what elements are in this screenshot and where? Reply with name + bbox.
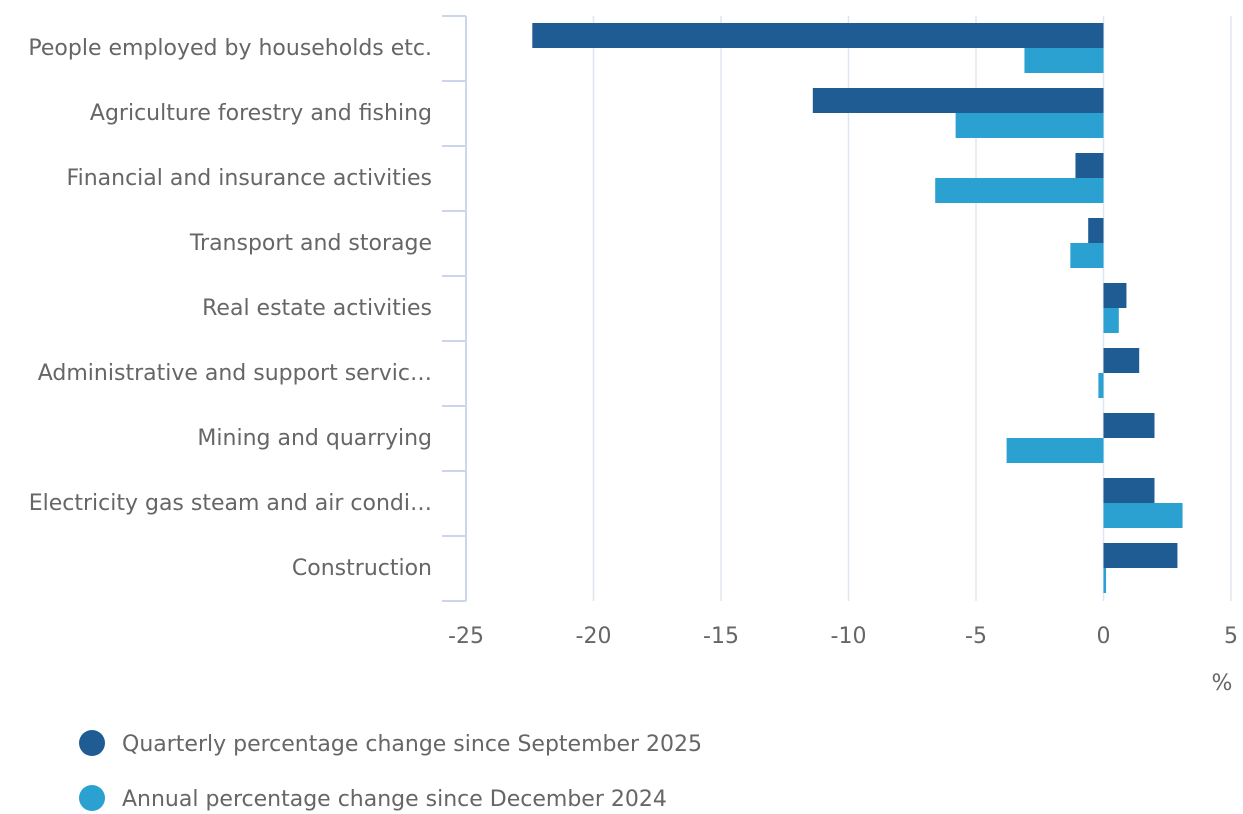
- legend-label: Annual percentage change since December …: [122, 787, 667, 812]
- y-tick-label: People employed by households etc.: [28, 36, 432, 61]
- y-tick-label: Administrative and support servic…: [37, 361, 432, 386]
- bar: [1075, 153, 1104, 178]
- bar: [1006, 438, 1104, 463]
- x-tick-label: 0: [1097, 624, 1111, 649]
- x-tick-label: -25: [448, 624, 484, 649]
- y-tick-label: Real estate activities: [202, 296, 432, 321]
- bar: [1024, 48, 1104, 73]
- legend-marker: [79, 730, 105, 756]
- x-axis-title: %: [1212, 671, 1233, 696]
- bar: [935, 178, 1104, 203]
- bar: [1103, 308, 1119, 333]
- x-tick-label: -5: [965, 624, 987, 649]
- bar: [1103, 503, 1183, 528]
- y-tick-label: Transport and storage: [189, 231, 432, 256]
- bar: [1103, 568, 1107, 593]
- bar: [1098, 373, 1104, 398]
- bar: [1070, 243, 1104, 268]
- y-tick-label: Agriculture forestry and fishing: [89, 101, 432, 126]
- bar: [1103, 478, 1155, 503]
- bar: [955, 113, 1104, 138]
- y-tick-label: Electricity gas steam and air condi…: [28, 491, 432, 516]
- bar: [532, 23, 1104, 48]
- x-tick-label: -20: [576, 624, 612, 649]
- legend-label: Quarterly percentage change since Septem…: [122, 732, 702, 757]
- x-tick-label: 5: [1224, 624, 1238, 649]
- legend-marker: [79, 785, 105, 811]
- bar: [1103, 283, 1127, 308]
- y-tick-label: Construction: [291, 556, 432, 581]
- bar: [1088, 218, 1104, 243]
- x-tick-label: -15: [703, 624, 739, 649]
- y-tick-label: Mining and quarrying: [197, 426, 432, 451]
- x-tick-label: -10: [831, 624, 867, 649]
- bar: [1103, 413, 1155, 438]
- bar: [812, 88, 1104, 113]
- y-tick-label: Financial and insurance activities: [66, 166, 432, 191]
- bar: [1103, 543, 1178, 568]
- bar: [1103, 348, 1140, 373]
